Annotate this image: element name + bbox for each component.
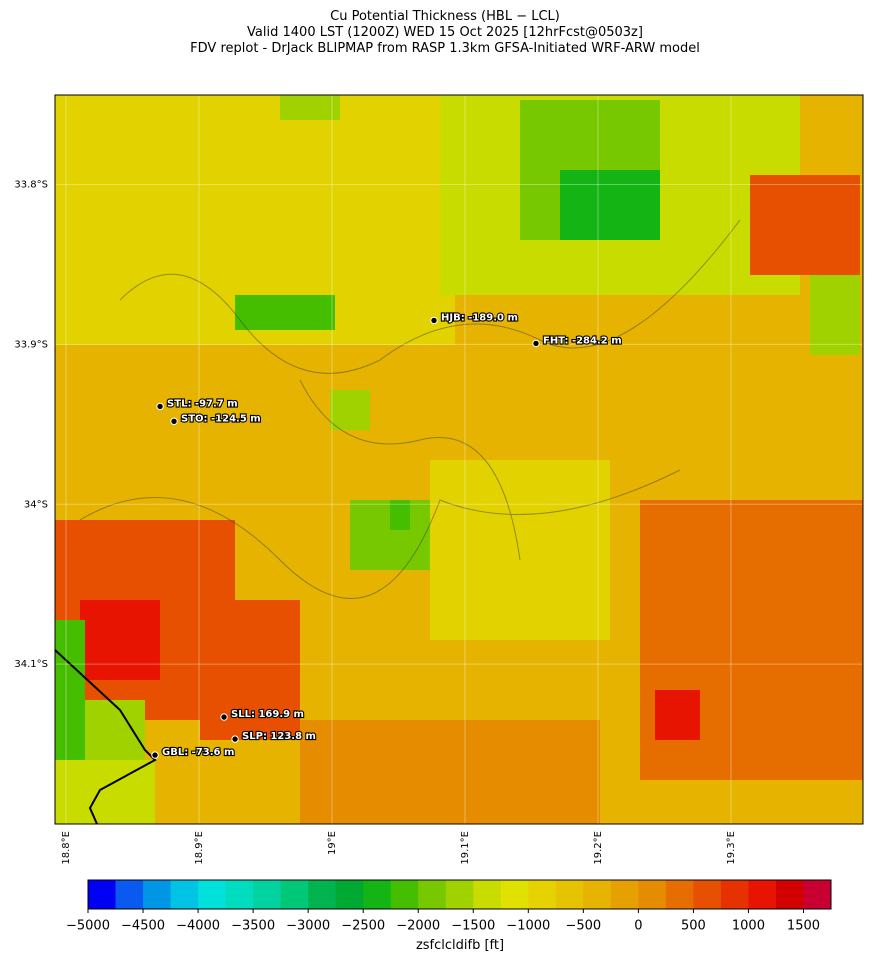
colorbar-segment — [748, 880, 777, 909]
station-marker — [220, 713, 228, 721]
colorbar-tick-label: −2500 — [341, 919, 385, 934]
station-marker — [430, 316, 438, 325]
lon-tick-label: 19.2°E — [593, 831, 604, 865]
station-marker — [151, 751, 159, 759]
colorbar-segment — [638, 880, 667, 909]
station-label: GBL: -73.6 m — [162, 747, 234, 758]
colorbar-segment — [473, 880, 502, 909]
colorbar-segment — [280, 880, 309, 909]
colorbar-segment — [253, 880, 282, 909]
colorbar-segment — [693, 880, 722, 909]
colorbar-segment — [610, 880, 639, 909]
colorbar-segment — [308, 880, 337, 909]
colorbar-tick-label: 500 — [681, 919, 706, 934]
colorbar-segment — [335, 880, 364, 909]
title-line: Valid 1400 LST (1200Z) WED 15 Oct 2025 [… — [247, 25, 643, 40]
contour — [79, 219, 741, 599]
colorbar-segment — [170, 880, 199, 909]
colorbar-frame — [87, 879, 832, 910]
colorbar-tick-label: −3000 — [286, 919, 330, 934]
colorbar-segment — [115, 880, 144, 909]
lon-tick-label: 18.8°E — [61, 831, 72, 865]
lat-tick-label: 33.8°S — [14, 180, 48, 191]
colorbar-tick-label: −500 — [565, 919, 601, 934]
station-marker — [231, 735, 239, 743]
colorbar-segment — [225, 880, 254, 909]
colorbar-tick-label: 0 — [634, 919, 642, 934]
colorbar-tick-label: −1000 — [506, 919, 550, 934]
colorbar-label: zsfclcldifb [ft] — [416, 938, 504, 953]
colorbar-tick-label: 1500 — [787, 919, 820, 934]
overlay: HJB: -189.0 m FHT: -284.2 m STL: -97.7 m ST… — [55, 95, 863, 824]
coastline — [55, 649, 157, 824]
lat-tick-label: 33.9°S — [14, 339, 48, 350]
colorbar-segment — [775, 880, 804, 909]
station-label: STO: -124.5 m — [181, 413, 261, 424]
lat-tick-label: 34°S — [24, 499, 48, 510]
station-marker — [170, 417, 178, 425]
station-label: FHT: -284.2 m — [543, 335, 622, 346]
colorbar-segment — [555, 880, 584, 909]
colorbar-segment — [198, 880, 227, 909]
station-label: HJB: -189.0 m — [441, 312, 518, 323]
colorbar-segment — [720, 880, 749, 909]
colorbar-segment — [583, 880, 612, 909]
lat-tick-label: 34.1°S — [14, 659, 48, 670]
title-line: FDV replot - DrJack BLIPMAP from RASP 1.… — [190, 41, 700, 56]
colorbar-tick-label: −5000 — [66, 919, 110, 934]
colorbar-segment — [803, 880, 832, 909]
title-line: Cu Potential Thickness (HBL − LCL) — [330, 9, 560, 24]
lon-tick-label: 19.3°E — [726, 831, 737, 865]
lon-tick-label: 19.1°E — [460, 831, 471, 865]
colorbar-tick-label: −4500 — [121, 919, 165, 934]
station-label: SLL: 169.9 m — [231, 709, 304, 720]
colorbar-segment — [665, 880, 694, 909]
colorbar-segment — [445, 880, 474, 909]
colorbar-segment — [363, 880, 392, 909]
colorbar-segment — [528, 880, 557, 909]
colorbar-tick-label: −3500 — [231, 919, 275, 934]
colorbar-tick-label: −2000 — [396, 919, 440, 934]
station-marker — [156, 402, 164, 411]
colorbar-tick-label: −4000 — [176, 919, 220, 934]
map-frame — [54, 94, 864, 825]
station-label: SLP: 123.8 m — [242, 731, 316, 742]
colorbar-tick-label: −1500 — [451, 919, 495, 934]
colorbar-segment — [88, 880, 117, 909]
lon-tick-label: 19°E — [327, 831, 338, 855]
lon-tick-label: 18.9°E — [194, 831, 205, 865]
colorbar-segment — [143, 880, 172, 909]
colorbar-tick-label: 1000 — [732, 919, 765, 934]
colorbar-segment — [390, 880, 419, 909]
colorbar-segment — [418, 880, 447, 909]
field — [55, 95, 863, 824]
colorbar-segment — [500, 880, 529, 909]
station-label: STL: -97.7 m — [167, 398, 238, 409]
station-marker — [532, 339, 540, 348]
